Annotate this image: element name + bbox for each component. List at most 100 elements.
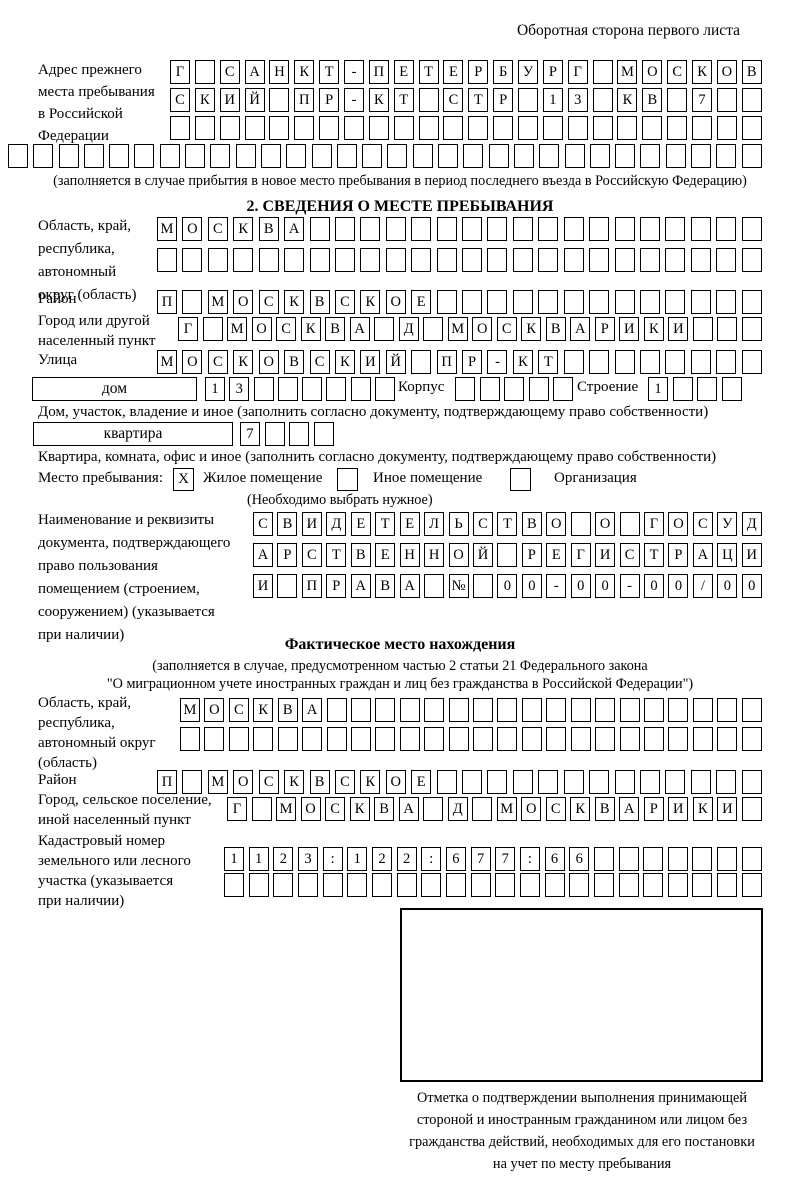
char-cell xyxy=(421,873,442,897)
char-cell xyxy=(716,144,737,168)
char-cell: - xyxy=(487,350,508,374)
cadastre-label: Кадастровый номер xyxy=(38,833,165,849)
char-cell xyxy=(289,422,310,446)
char-cell: С xyxy=(301,543,322,567)
char-cell xyxy=(521,727,542,751)
char-cell xyxy=(614,290,635,314)
char-cell xyxy=(692,698,713,722)
char-cell xyxy=(614,217,635,241)
char-cell xyxy=(643,873,664,897)
stroenie-grid[interactable]: 1 xyxy=(648,377,742,401)
region2-label: Область, край, xyxy=(38,695,132,711)
char-cell xyxy=(640,217,661,241)
char-cell: К xyxy=(570,797,591,821)
char-cell xyxy=(360,217,381,241)
char-cell xyxy=(385,248,406,272)
char-cell xyxy=(455,377,475,401)
char-cell xyxy=(159,144,180,168)
apartment-number-grid[interactable]: 7 xyxy=(240,422,334,446)
char-cell: 3 xyxy=(229,377,250,401)
korpus-grid[interactable] xyxy=(455,377,573,401)
prev-address-grid-row[interactable] xyxy=(170,116,762,140)
prev-address-grid-row[interactable] xyxy=(8,144,762,168)
char-cell xyxy=(741,770,762,794)
char-cell: О xyxy=(668,512,689,536)
char-cell: Г xyxy=(178,317,198,341)
char-cell xyxy=(692,116,713,140)
stay-type-checkbox-other[interactable] xyxy=(337,468,358,491)
region2-grid-row[interactable] xyxy=(180,727,762,751)
char-cell: Т xyxy=(393,88,414,112)
char-cell xyxy=(643,847,664,871)
char-cell xyxy=(418,116,439,140)
char-cell xyxy=(614,248,635,272)
char-cell: П xyxy=(294,88,315,112)
stay-type-label: Место пребывания: xyxy=(38,470,163,486)
char-cell xyxy=(269,88,290,112)
char-cell: Т xyxy=(319,60,340,84)
cadastre-grid-row[interactable] xyxy=(224,873,762,897)
char-cell xyxy=(170,116,190,140)
char-cell xyxy=(589,217,610,241)
char-cell: М xyxy=(180,698,200,722)
char-cell xyxy=(350,377,371,401)
char-cell: С xyxy=(667,60,688,84)
char-cell xyxy=(538,248,559,272)
char-cell xyxy=(665,248,686,272)
char-cell: О xyxy=(472,317,493,341)
char-cell xyxy=(134,144,155,168)
char-cell: В xyxy=(375,574,396,598)
char-cell: 7 xyxy=(692,88,713,112)
char-cell: 6 xyxy=(445,847,466,871)
char-cell: Е xyxy=(411,290,432,314)
district2-label: Район xyxy=(38,772,77,788)
char-cell: : xyxy=(519,847,540,871)
char-cell: Р xyxy=(326,574,347,598)
char-cell xyxy=(436,290,457,314)
char-cell xyxy=(251,797,272,821)
char-cell: О xyxy=(233,290,254,314)
char-cell xyxy=(672,377,693,401)
char-cell: 2 xyxy=(273,847,294,871)
char-cell: Г xyxy=(227,797,247,821)
char-cell: А xyxy=(349,317,370,341)
char-cell: И xyxy=(595,543,616,567)
char-cell xyxy=(692,847,713,871)
char-cell xyxy=(219,116,240,140)
stay-type-checkbox-residential[interactable]: X xyxy=(173,468,194,491)
char-cell xyxy=(665,290,686,314)
char-cell xyxy=(309,217,330,241)
char-cell xyxy=(258,248,279,272)
char-cell: К xyxy=(284,770,305,794)
char-cell: П xyxy=(368,60,389,84)
char-cell xyxy=(667,873,688,897)
char-cell: С xyxy=(619,543,640,567)
char-cell xyxy=(487,290,508,314)
doc-grid-row[interactable]: И П Р А В А № 0 0-0 0-0 0/0 0 xyxy=(253,574,762,598)
char-cell xyxy=(182,248,203,272)
char-cell: 0 xyxy=(497,574,518,598)
char-cell xyxy=(539,144,560,168)
actual-location-title: Фактическое место нахождения xyxy=(284,636,516,653)
stay-type-checkbox-organization[interactable] xyxy=(510,468,531,491)
char-cell xyxy=(185,144,206,168)
char-cell: К xyxy=(253,698,274,722)
region-grid-row[interactable] xyxy=(157,248,762,272)
prev-address-label: Федерации xyxy=(38,128,109,144)
char-cell xyxy=(488,144,509,168)
char-cell xyxy=(436,770,457,794)
char-cell: Р xyxy=(643,797,664,821)
